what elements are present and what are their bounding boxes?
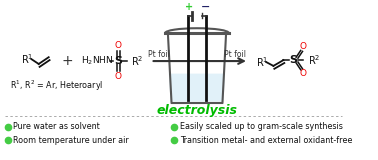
Polygon shape [169, 74, 225, 102]
Text: S: S [290, 55, 297, 65]
Text: +: + [185, 2, 193, 12]
Text: +: + [61, 54, 73, 68]
Text: R$^1$: R$^1$ [22, 52, 34, 66]
Text: O: O [115, 41, 122, 50]
Text: R$^1$, R$^2$ = Ar, Heteroaryl: R$^1$, R$^2$ = Ar, Heteroaryl [11, 79, 104, 93]
Text: Pt foil: Pt foil [224, 50, 246, 59]
Text: Room temperature under air: Room temperature under air [13, 136, 129, 145]
Text: O: O [300, 69, 307, 78]
Text: R$^2$: R$^2$ [132, 54, 144, 68]
Text: Pure water as solvent: Pure water as solvent [13, 122, 100, 131]
Text: R$^2$: R$^2$ [308, 53, 321, 67]
Text: R$^1$: R$^1$ [256, 55, 269, 69]
Text: −: − [200, 2, 210, 12]
Text: Transition metal- and external oxidant-free: Transition metal- and external oxidant-f… [180, 136, 352, 145]
Text: O: O [115, 72, 122, 81]
Text: electrolysis: electrolysis [156, 104, 237, 117]
Text: Pt foil: Pt foil [148, 50, 170, 59]
Text: Easily scaled up to gram-scale synthesis: Easily scaled up to gram-scale synthesis [180, 122, 342, 131]
Text: S: S [114, 56, 122, 66]
Text: H$_2$NHN: H$_2$NHN [81, 55, 113, 67]
Text: O: O [300, 42, 307, 51]
